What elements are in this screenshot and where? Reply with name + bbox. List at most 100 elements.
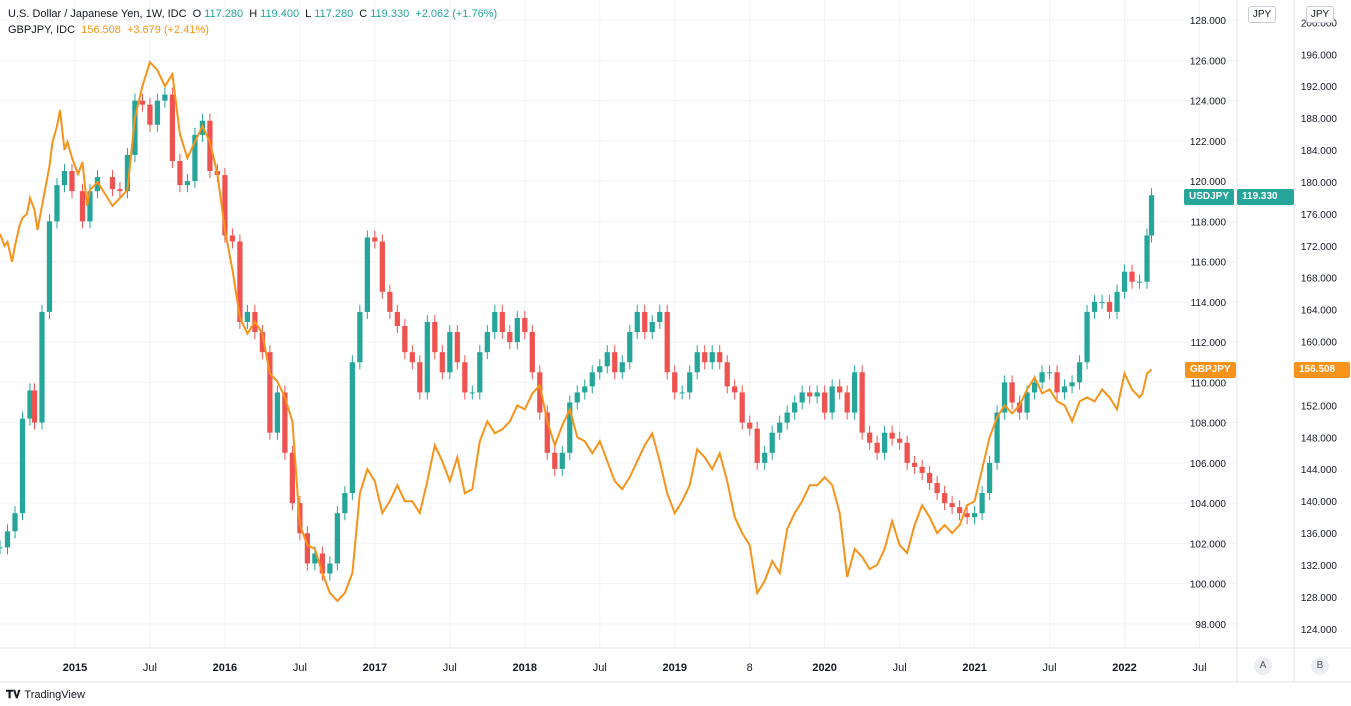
usdjpy-candle <box>169 94 176 161</box>
usdjpy-candle <box>54 185 60 222</box>
usdjpy-low: 117.280 <box>314 8 354 20</box>
usdjpy-candle <box>507 332 513 343</box>
usdjpy-candle <box>1054 372 1060 393</box>
usdjpy-candle <box>222 175 228 236</box>
gbpjpy-last: 156.508 <box>81 24 121 36</box>
usdjpy-candle <box>12 513 18 532</box>
time-axis-label: Jul <box>143 662 157 674</box>
usdjpy-candle <box>409 352 415 363</box>
usdjpy-candle <box>61 171 68 186</box>
usdjpy-candle <box>327 563 333 574</box>
usdjpy-legend[interactable]: U.S. Dollar / Japanese Yen, 1W, IDC O 117… <box>8 8 500 20</box>
usdjpy-candle <box>469 392 475 394</box>
usdjpy-candle <box>484 332 490 353</box>
scale-a-button[interactable]: A <box>1254 657 1272 675</box>
axis-a-tick-label: 118.000 <box>1191 217 1227 228</box>
usdjpy-candle <box>582 386 588 393</box>
usdjpy-candle <box>1144 235 1150 282</box>
usdjpy-candle <box>139 100 146 105</box>
usdjpy-candle <box>0 547 3 549</box>
usdjpy-candle <box>1024 392 1030 413</box>
usdjpy-candle <box>769 432 775 453</box>
usdjpy-candle <box>1084 311 1090 363</box>
axis-b-tick-label: 152.000 <box>1301 401 1338 412</box>
usdjpy-candle <box>1114 291 1120 312</box>
usdjpy-candle <box>192 134 198 182</box>
time-axis-labels: 2015 Jul 2016 Jul 2017 Jul 2018 Jul 2019 8 2020 Jul… <box>63 662 1207 674</box>
usdjpy-candle <box>747 422 753 429</box>
usdjpy-candle <box>424 321 430 393</box>
usdjpy-candle <box>304 533 310 564</box>
usdjpy-candle <box>612 352 618 373</box>
time-axis-label: 2015 <box>63 662 87 674</box>
usdjpy-candle <box>971 513 978 518</box>
usdjpy-candle <box>567 402 573 453</box>
gbpjpy-legend[interactable]: GBPJPY, IDC 156.508 +3.679 (+2.41%) <box>8 24 212 36</box>
axis-b-tick-label: 200.000 <box>1301 18 1338 29</box>
usdjpy-candle <box>184 181 191 186</box>
scale-a-currency-button[interactable]: JPY <box>1248 6 1276 23</box>
tradingview-logo[interactable]: 𝐓𝐕 TradingView <box>6 689 85 702</box>
usdjpy-candle <box>349 362 355 494</box>
usdjpy-candle <box>754 428 760 463</box>
gbpjpy-line <box>0 60 1153 603</box>
axis-b-tick-label: 144.000 <box>1301 465 1338 476</box>
usdjpy-candle <box>499 311 505 333</box>
usdjpy-candle <box>829 386 835 413</box>
usdjpy-candle <box>986 462 993 494</box>
usdjpy-candle <box>87 191 93 222</box>
usdjpy-candle <box>956 507 963 514</box>
axis-a-tick-label: 126.000 <box>1190 56 1227 67</box>
usdjpy-candle <box>462 362 468 393</box>
usdjpy-candle <box>597 366 603 373</box>
usdjpy-candle <box>387 291 393 312</box>
usdjpy-candle <box>1061 386 1068 393</box>
usdjpy-candle <box>687 372 693 393</box>
usdjpy-candle <box>1001 382 1008 413</box>
scale-b-button[interactable]: B <box>1311 657 1329 675</box>
usdjpy-candle <box>777 422 783 433</box>
usdjpy-candle <box>852 372 858 413</box>
usdjpy-candle <box>927 472 933 483</box>
tradingview-logo-text: TradingView <box>24 689 85 701</box>
scale-b-currency-button[interactable]: JPY <box>1306 6 1334 23</box>
usdjpy-candle <box>1121 271 1128 292</box>
usdjpy-candle <box>372 237 378 242</box>
usdjpy-candle <box>267 352 273 433</box>
usdjpy-candle <box>1129 271 1135 282</box>
usdjpy-candle <box>934 482 940 494</box>
usdjpy-close-label: C <box>359 8 368 20</box>
usdjpy-candle <box>1039 372 1045 383</box>
usdjpy-candle <box>679 392 685 394</box>
usdjpy-candle <box>379 241 385 292</box>
axis-b-tick-label: 172.000 <box>1301 242 1338 253</box>
usdjpy-candle <box>882 432 888 453</box>
usdjpy-symbol-tag: USDJPY <box>1184 189 1235 205</box>
usdjpy-candle <box>904 442 910 463</box>
usdjpy-candle <box>334 513 340 564</box>
axis-b-tick-label: 160.000 <box>1301 338 1338 349</box>
usdjpy-candle <box>657 311 663 322</box>
chart-grid <box>0 0 1237 648</box>
usdjpy-candle <box>132 100 138 155</box>
usdjpy-candle <box>237 241 243 322</box>
axis-b-tick-label: 168.000 <box>1301 274 1338 285</box>
usdjpy-candle <box>432 321 438 353</box>
usdjpy-candle <box>912 462 918 467</box>
axis-b-tick-label: 128.000 <box>1301 593 1338 604</box>
usdjpy-candle <box>1148 195 1155 236</box>
usdjpy-candle <box>994 412 1000 463</box>
usdjpy-high-label: H <box>249 8 258 20</box>
axis-a-tick-label: 116.000 <box>1191 258 1227 269</box>
usdjpy-candle <box>69 171 75 192</box>
usdjpy-candle <box>357 311 363 363</box>
gbpjpy-symbol-tag: GBPJPY <box>1185 362 1236 378</box>
axis-b-tick-label: 188.000 <box>1301 114 1338 125</box>
usdjpy-candle <box>604 352 610 367</box>
usdjpy-candle <box>117 189 123 192</box>
time-axis-label: 2021 <box>962 662 986 674</box>
usdjpy-candle <box>402 326 408 353</box>
usdjpy-candle <box>454 332 460 363</box>
usdjpy-candle <box>477 352 483 393</box>
